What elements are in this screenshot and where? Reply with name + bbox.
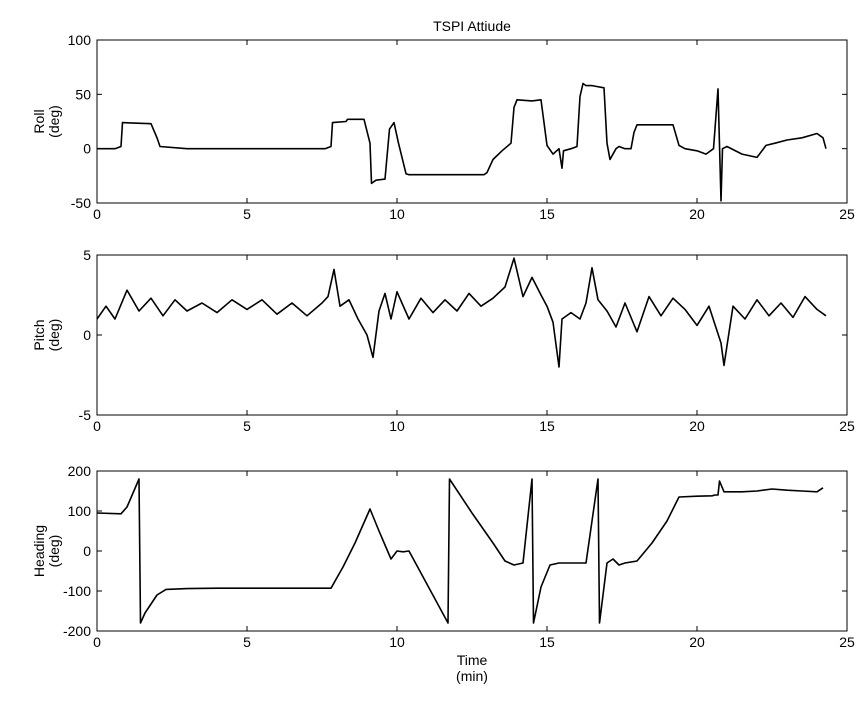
- x-tick-label: 10: [389, 418, 405, 434]
- y-tick-label: 100: [68, 503, 92, 519]
- y-tick-label: -50: [71, 195, 91, 211]
- series-line: [97, 257, 827, 368]
- y-tick-label: 50: [75, 86, 91, 102]
- x-tick-label: 20: [689, 634, 705, 650]
- series-line: [97, 82, 827, 202]
- x-tick-label: 20: [689, 418, 705, 434]
- y-tick-label: 200: [68, 463, 92, 479]
- x-tick-label: 0: [93, 418, 101, 434]
- y-tick-label: -100: [63, 583, 91, 599]
- y-axis-label-line: Pitch: [31, 319, 47, 350]
- y-axis-label-line: (deg): [46, 535, 62, 568]
- y-tick-label: 0: [83, 327, 91, 343]
- x-tick-label: 10: [389, 634, 405, 650]
- plot-frame: [96, 254, 848, 416]
- x-tick-label: 15: [539, 634, 555, 650]
- y-tick-label: 0: [83, 141, 91, 157]
- plot-frame: [96, 39, 848, 204]
- series-line: [97, 478, 824, 624]
- chart-title: TSPI Attiude: [433, 18, 511, 34]
- plot-frame: [96, 470, 848, 632]
- x-tick-label: 25: [839, 206, 855, 222]
- x-tick-label: 5: [243, 634, 251, 650]
- y-axis-label-line: Roll: [31, 109, 47, 133]
- x-tick-label: 15: [539, 206, 555, 222]
- y-tick-label: -200: [63, 623, 91, 639]
- y-tick-label: 5: [83, 247, 91, 263]
- x-tick-label: 15: [539, 418, 555, 434]
- x-tick-label: 0: [93, 634, 101, 650]
- x-tick-label: 25: [839, 418, 855, 434]
- x-tick-label: 0: [93, 206, 101, 222]
- y-axis-label-line: Heading: [31, 525, 47, 577]
- x-tick-label: 5: [243, 206, 251, 222]
- y-axis-label-line: (deg): [46, 319, 62, 352]
- x-tick-label: 10: [389, 206, 405, 222]
- y-tick-label: 100: [68, 32, 92, 48]
- x-tick-label: 25: [839, 634, 855, 650]
- y-tick-label: 0: [83, 543, 91, 559]
- x-axis-label-line: (min): [456, 668, 488, 684]
- x-tick-label: 20: [689, 206, 705, 222]
- y-axis-label: Pitch(deg): [31, 319, 62, 352]
- y-tick-label: -5: [79, 407, 92, 423]
- x-axis-label-line: Time: [457, 652, 488, 668]
- x-tick-label: 5: [243, 418, 251, 434]
- y-axis-label-line: (deg): [46, 105, 62, 138]
- y-axis-label: Heading(deg): [31, 525, 62, 577]
- y-axis-label: Roll(deg): [31, 105, 62, 138]
- subplot-3: 0 5 10 15 20 25 -200 -100 0 100 200 Heading(deg) Tim…: [31, 463, 855, 684]
